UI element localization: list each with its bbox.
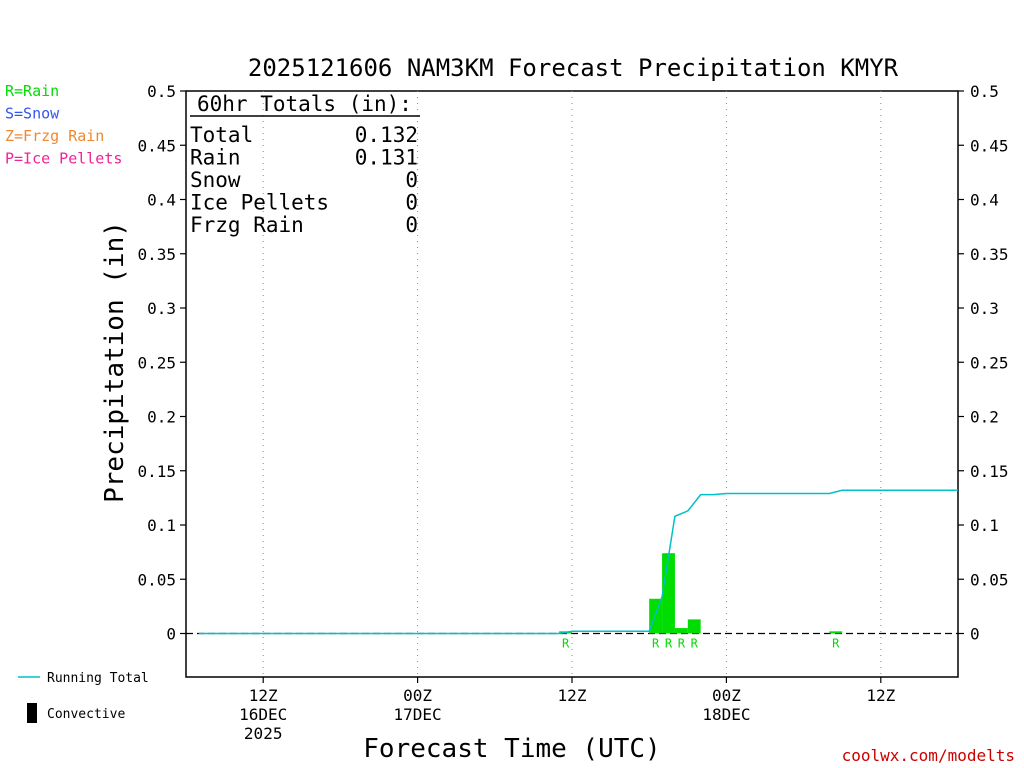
totals-label: Snow bbox=[190, 168, 241, 192]
ptype-legend-item: Z=Frzg Rain bbox=[5, 127, 104, 145]
y-tick-label-right: 0.35 bbox=[970, 245, 1009, 264]
y-tick-label-right: 0.05 bbox=[970, 570, 1009, 589]
running-total-polyline bbox=[198, 489, 958, 635]
y-tick-label-right: 0 bbox=[970, 625, 980, 644]
y-tick-label: 0.4 bbox=[147, 191, 176, 210]
y-tick-label: 0.05 bbox=[137, 570, 176, 589]
x-tick-label: 00Z bbox=[403, 686, 432, 705]
totals-label: Total bbox=[190, 123, 253, 147]
y-tick-label: 0.3 bbox=[147, 299, 176, 318]
ptype-label: R bbox=[678, 637, 686, 651]
y-axis-left: 0 0.05 0.1 0.15 0.2 0.25 0.3 0.35 0.4 0.45 0.5 bbox=[137, 82, 186, 644]
x-tick-label: 12Z bbox=[866, 686, 895, 705]
y-tick-label: 0.15 bbox=[137, 462, 176, 481]
ptype-label: R bbox=[665, 637, 673, 651]
totals-label: Frzg Rain bbox=[190, 213, 304, 237]
x-tick-label: 12Z bbox=[249, 686, 278, 705]
x-tick-label: 2025 bbox=[244, 724, 283, 743]
y-tick-label: 0.5 bbox=[147, 82, 176, 101]
y-tick-label-right: 0.4 bbox=[970, 191, 999, 210]
x-tick-label: 12Z bbox=[558, 686, 587, 705]
totals-box: 60hr Totals (in): Total 0.132 Rain 0.131 Sno… bbox=[190, 92, 420, 237]
x-axis-title: Forecast Time (UTC) bbox=[363, 734, 660, 764]
y-axis-right: 0 0.05 0.1 0.15 0.2 0.25 0.3 0.35 0.4 0.45 0.5 bbox=[958, 82, 1009, 644]
watermark: coolwx.com/modelts bbox=[842, 746, 1015, 765]
y-tick-label-right: 0.1 bbox=[970, 516, 999, 535]
y-tick-label: 0 bbox=[166, 625, 176, 644]
y-tick-label-right: 0.15 bbox=[970, 462, 1009, 481]
ptype-legend: R=Rain S=Snow Z=Frzg Rain P=Ice Pellets bbox=[5, 82, 122, 168]
precip-bar bbox=[662, 553, 675, 634]
convective-legend-swatch bbox=[27, 703, 37, 723]
totals-value: 0.132 bbox=[355, 123, 418, 147]
precip-bars bbox=[559, 553, 843, 634]
totals-value: 0.131 bbox=[355, 146, 418, 170]
x-tick-label: 00Z bbox=[712, 686, 741, 705]
y-tick-label-right: 0.45 bbox=[970, 136, 1009, 155]
x-tick-label: 18DEC bbox=[702, 705, 750, 724]
gridlines bbox=[262, 91, 882, 677]
totals-value: 0 bbox=[405, 168, 418, 192]
ptype-label: R bbox=[562, 637, 570, 651]
totals-value: 0 bbox=[405, 191, 418, 215]
ptype-legend-item: R=Rain bbox=[5, 82, 59, 100]
y-tick-label: 0.2 bbox=[147, 408, 176, 427]
totals-value: 0 bbox=[405, 213, 418, 237]
totals-header: 60hr Totals (in): bbox=[197, 92, 412, 116]
ptype-legend-item: P=Ice Pellets bbox=[5, 150, 122, 168]
y-tick-label: 0.35 bbox=[137, 245, 176, 264]
totals-label: Rain bbox=[190, 146, 241, 170]
y-tick-label-right: 0.3 bbox=[970, 299, 999, 318]
x-tick-label: 16DEC bbox=[239, 705, 287, 724]
convective-legend-label: Convective bbox=[47, 707, 125, 722]
y-tick-label: 0.25 bbox=[137, 353, 176, 372]
ptype-label: R bbox=[691, 637, 699, 651]
ptype-label: R bbox=[652, 637, 660, 651]
precip-bar bbox=[674, 628, 688, 634]
y-tick-label-right: 0.25 bbox=[970, 353, 1009, 372]
y-tick-label: 0.1 bbox=[147, 516, 176, 535]
ptype-legend-item: S=Snow bbox=[5, 105, 60, 123]
y-tick-label: 0.45 bbox=[137, 136, 176, 155]
running-total-line bbox=[198, 489, 958, 635]
totals-label: Ice Pellets bbox=[190, 191, 329, 215]
y-tick-label-right: 0.5 bbox=[970, 82, 999, 101]
chart-title: 2025121606 NAM3KM Forecast Precipitation… bbox=[248, 54, 899, 82]
precip-bar bbox=[687, 619, 701, 634]
x-tick-label: 17DEC bbox=[394, 705, 442, 724]
bottom-legend: Running Total Convective bbox=[18, 671, 149, 723]
ptype-label: R bbox=[832, 637, 840, 651]
precip-bar bbox=[829, 631, 843, 634]
y-tick-label-right: 0.2 bbox=[970, 408, 999, 427]
running-total-legend-label: Running Total bbox=[47, 671, 149, 686]
y-axis-title: Precipitation (in) bbox=[100, 221, 130, 503]
